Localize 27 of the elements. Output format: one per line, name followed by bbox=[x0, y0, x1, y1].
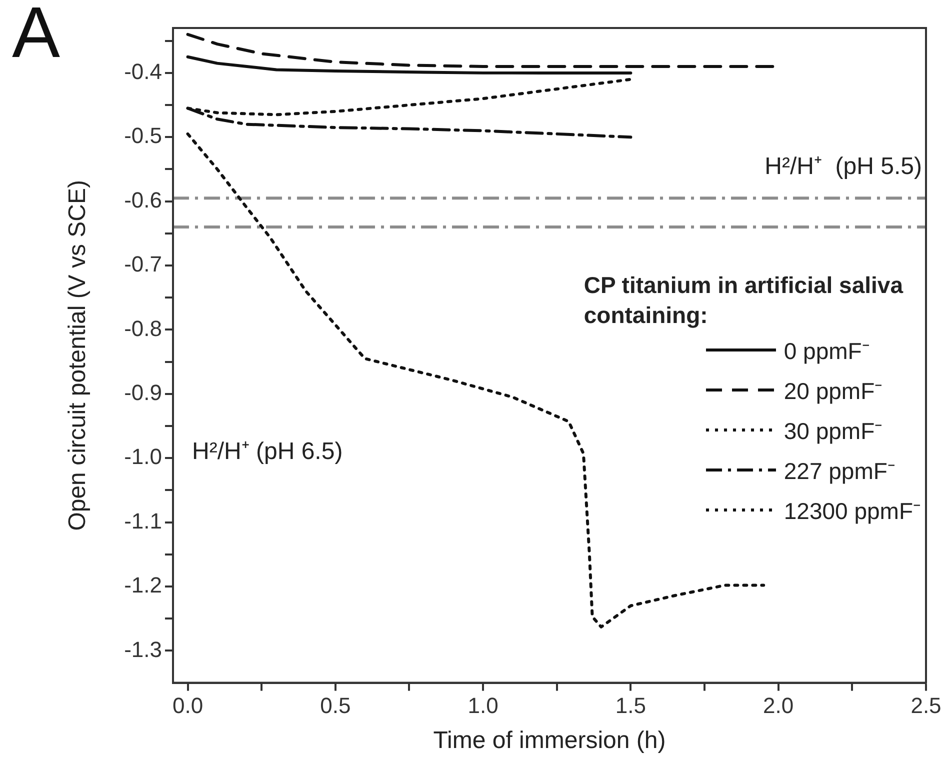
legend-label: 30 ppmF⁻ bbox=[784, 417, 883, 446]
y-tick-label: -0.8 bbox=[124, 316, 162, 341]
legend-label: 12300 ppmF⁻ bbox=[784, 497, 921, 526]
y-tick-label: -0.9 bbox=[124, 380, 162, 405]
y-tick-label: -1.0 bbox=[124, 444, 162, 470]
y-tick-label: -0.4 bbox=[124, 59, 162, 84]
x-tick-label: 0.5 bbox=[320, 693, 351, 718]
y-tick-label: -0.6 bbox=[124, 187, 162, 212]
y-axis-title: Open circuit potential (V vs SCE) bbox=[64, 180, 92, 531]
x-tick-label: 0.0 bbox=[172, 693, 204, 718]
y-tick-label: -1.2 bbox=[124, 572, 162, 598]
ref-line-label: H²/H⁺ (pH 5.5) bbox=[764, 153, 922, 180]
legend-label: 227 ppmF⁻ bbox=[784, 457, 896, 486]
text: A bbox=[12, 0, 60, 74]
legend-label: 20 ppmF⁻ bbox=[784, 377, 883, 406]
x-tick-label: 2.5 bbox=[910, 693, 942, 718]
y-tick-label: -0.5 bbox=[124, 123, 162, 148]
legend-label: 0 ppmF⁻ bbox=[784, 337, 870, 366]
x-tick-label: 1.5 bbox=[615, 693, 646, 718]
legend-title: CP titanium in artificial saliva containing: bbox=[584, 271, 904, 330]
y-tick-label: -1.1 bbox=[124, 508, 162, 534]
y-tick-label: -1.3 bbox=[124, 636, 162, 662]
x-tick-label: 2.0 bbox=[763, 693, 794, 718]
annotation: H²/H⁺ (pH 6.5) bbox=[192, 437, 343, 466]
x-axis-title: Time of immersion (h) bbox=[433, 727, 666, 754]
y-tick-label: -0.7 bbox=[124, 252, 162, 277]
x-tick-label: 1.0 bbox=[468, 693, 498, 718]
